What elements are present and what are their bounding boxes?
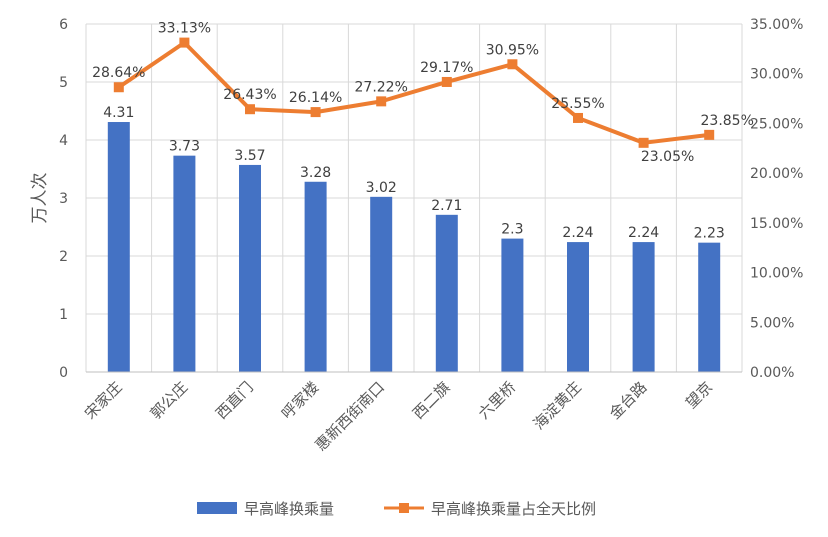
legend-line-label: 早高峰换乘量占全天比例 <box>431 500 596 518</box>
bar-value-label: 2.23 <box>694 226 725 242</box>
y2-tick-label: 5.00% <box>750 315 794 331</box>
line-marker <box>507 59 518 70</box>
bar-value-label: 3.02 <box>366 180 397 196</box>
line-series <box>113 37 715 148</box>
y-tick-label: 1 <box>59 307 68 323</box>
x-tick-label: 西直门 <box>212 378 257 423</box>
line-marker <box>638 137 649 148</box>
y-tick-label: 0 <box>59 365 68 381</box>
bar <box>698 242 721 372</box>
line-value-label: 27.22% <box>355 79 408 95</box>
y-axis-title: 万人次 <box>30 173 50 224</box>
bar-value-label: 3.73 <box>169 139 200 155</box>
line-marker <box>376 96 387 107</box>
bar-value-label: 2.71 <box>431 198 462 214</box>
bar-value-label: 2.24 <box>562 225 593 241</box>
line-marker <box>573 112 583 123</box>
line-marker <box>310 107 321 118</box>
line-marker <box>179 37 190 48</box>
bar <box>435 214 458 372</box>
bar-value-label: 3.28 <box>300 165 331 181</box>
grid <box>85 23 743 373</box>
bar-value-label: 4.31 <box>103 105 134 121</box>
bar <box>632 242 655 372</box>
bar <box>107 122 130 373</box>
x-tick-label: 宋家庄 <box>81 378 126 423</box>
axes: 0 1 2 3 4 5 6 0.00% 5.00% 10.00% 15.00% 20.00% 25.00… <box>59 17 803 454</box>
line-value-label: 30.95% <box>486 42 539 58</box>
line-value-label: 23.05% <box>641 149 694 165</box>
bar <box>304 181 327 372</box>
y2-tick-label: 25.00% <box>750 116 803 132</box>
line-marker <box>704 129 715 140</box>
line-value-label: 25.55% <box>551 96 604 112</box>
y2-tick-label: 0.00% <box>750 365 794 381</box>
line-value-label: 29.17% <box>420 60 473 76</box>
line-marker <box>441 76 452 87</box>
bar-series <box>107 122 721 373</box>
bar-value-label: 2.24 <box>628 225 659 241</box>
bar <box>239 164 261 372</box>
y2-tick-label: 30.00% <box>750 67 803 83</box>
y-tick-label: 5 <box>59 75 68 91</box>
x-tick-label: 金台路 <box>606 378 651 423</box>
bar <box>173 155 196 372</box>
bar <box>370 196 393 372</box>
bar-value-label: 2.3 <box>501 222 523 238</box>
x-tick-label: 望京 <box>682 378 716 412</box>
x-tick-label: 西二旗 <box>409 378 454 423</box>
line-value-label: 26.14% <box>289 90 342 106</box>
x-tick-label: 六里桥 <box>475 378 520 423</box>
x-tick-label: 郭公庄 <box>147 378 192 423</box>
line-path <box>117 40 710 145</box>
line-marker <box>113 82 124 93</box>
legend-bar-swatch <box>197 502 237 514</box>
bar <box>567 242 589 372</box>
y2-tick-label: 20.00% <box>750 166 803 182</box>
y-tick-label: 6 <box>59 17 68 33</box>
legend-bar-label: 早高峰换乘量 <box>244 500 334 518</box>
data-labels: 4.31 3.73 3.57 3.28 3.02 2.71 2.3 2.24 2.24 2.23 2… <box>92 21 754 242</box>
line-marker <box>245 104 255 115</box>
y-tick-label: 4 <box>59 133 68 149</box>
x-tick-label: 惠新西街南口 <box>312 378 388 454</box>
x-tick-label: 海淀黄庄 <box>530 378 585 433</box>
x-tick-label: 呼家楼 <box>278 378 323 423</box>
legend: 早高峰换乘量 早高峰换乘量占全天比例 <box>197 500 596 518</box>
line-value-label: 26.43% <box>223 87 276 103</box>
line-value-label: 23.85% <box>701 113 754 129</box>
line-value-label: 33.13% <box>158 21 211 37</box>
bar <box>501 238 524 372</box>
y-tick-label: 3 <box>59 191 68 207</box>
bar-value-label: 3.57 <box>234 148 265 164</box>
y2-tick-label: 15.00% <box>750 216 803 232</box>
y-tick-label: 2 <box>59 249 68 265</box>
line-value-label: 28.64% <box>92 65 145 81</box>
y2-tick-label: 35.00% <box>750 17 803 33</box>
legend-line-marker <box>399 503 409 513</box>
y2-tick-label: 10.00% <box>750 266 803 282</box>
